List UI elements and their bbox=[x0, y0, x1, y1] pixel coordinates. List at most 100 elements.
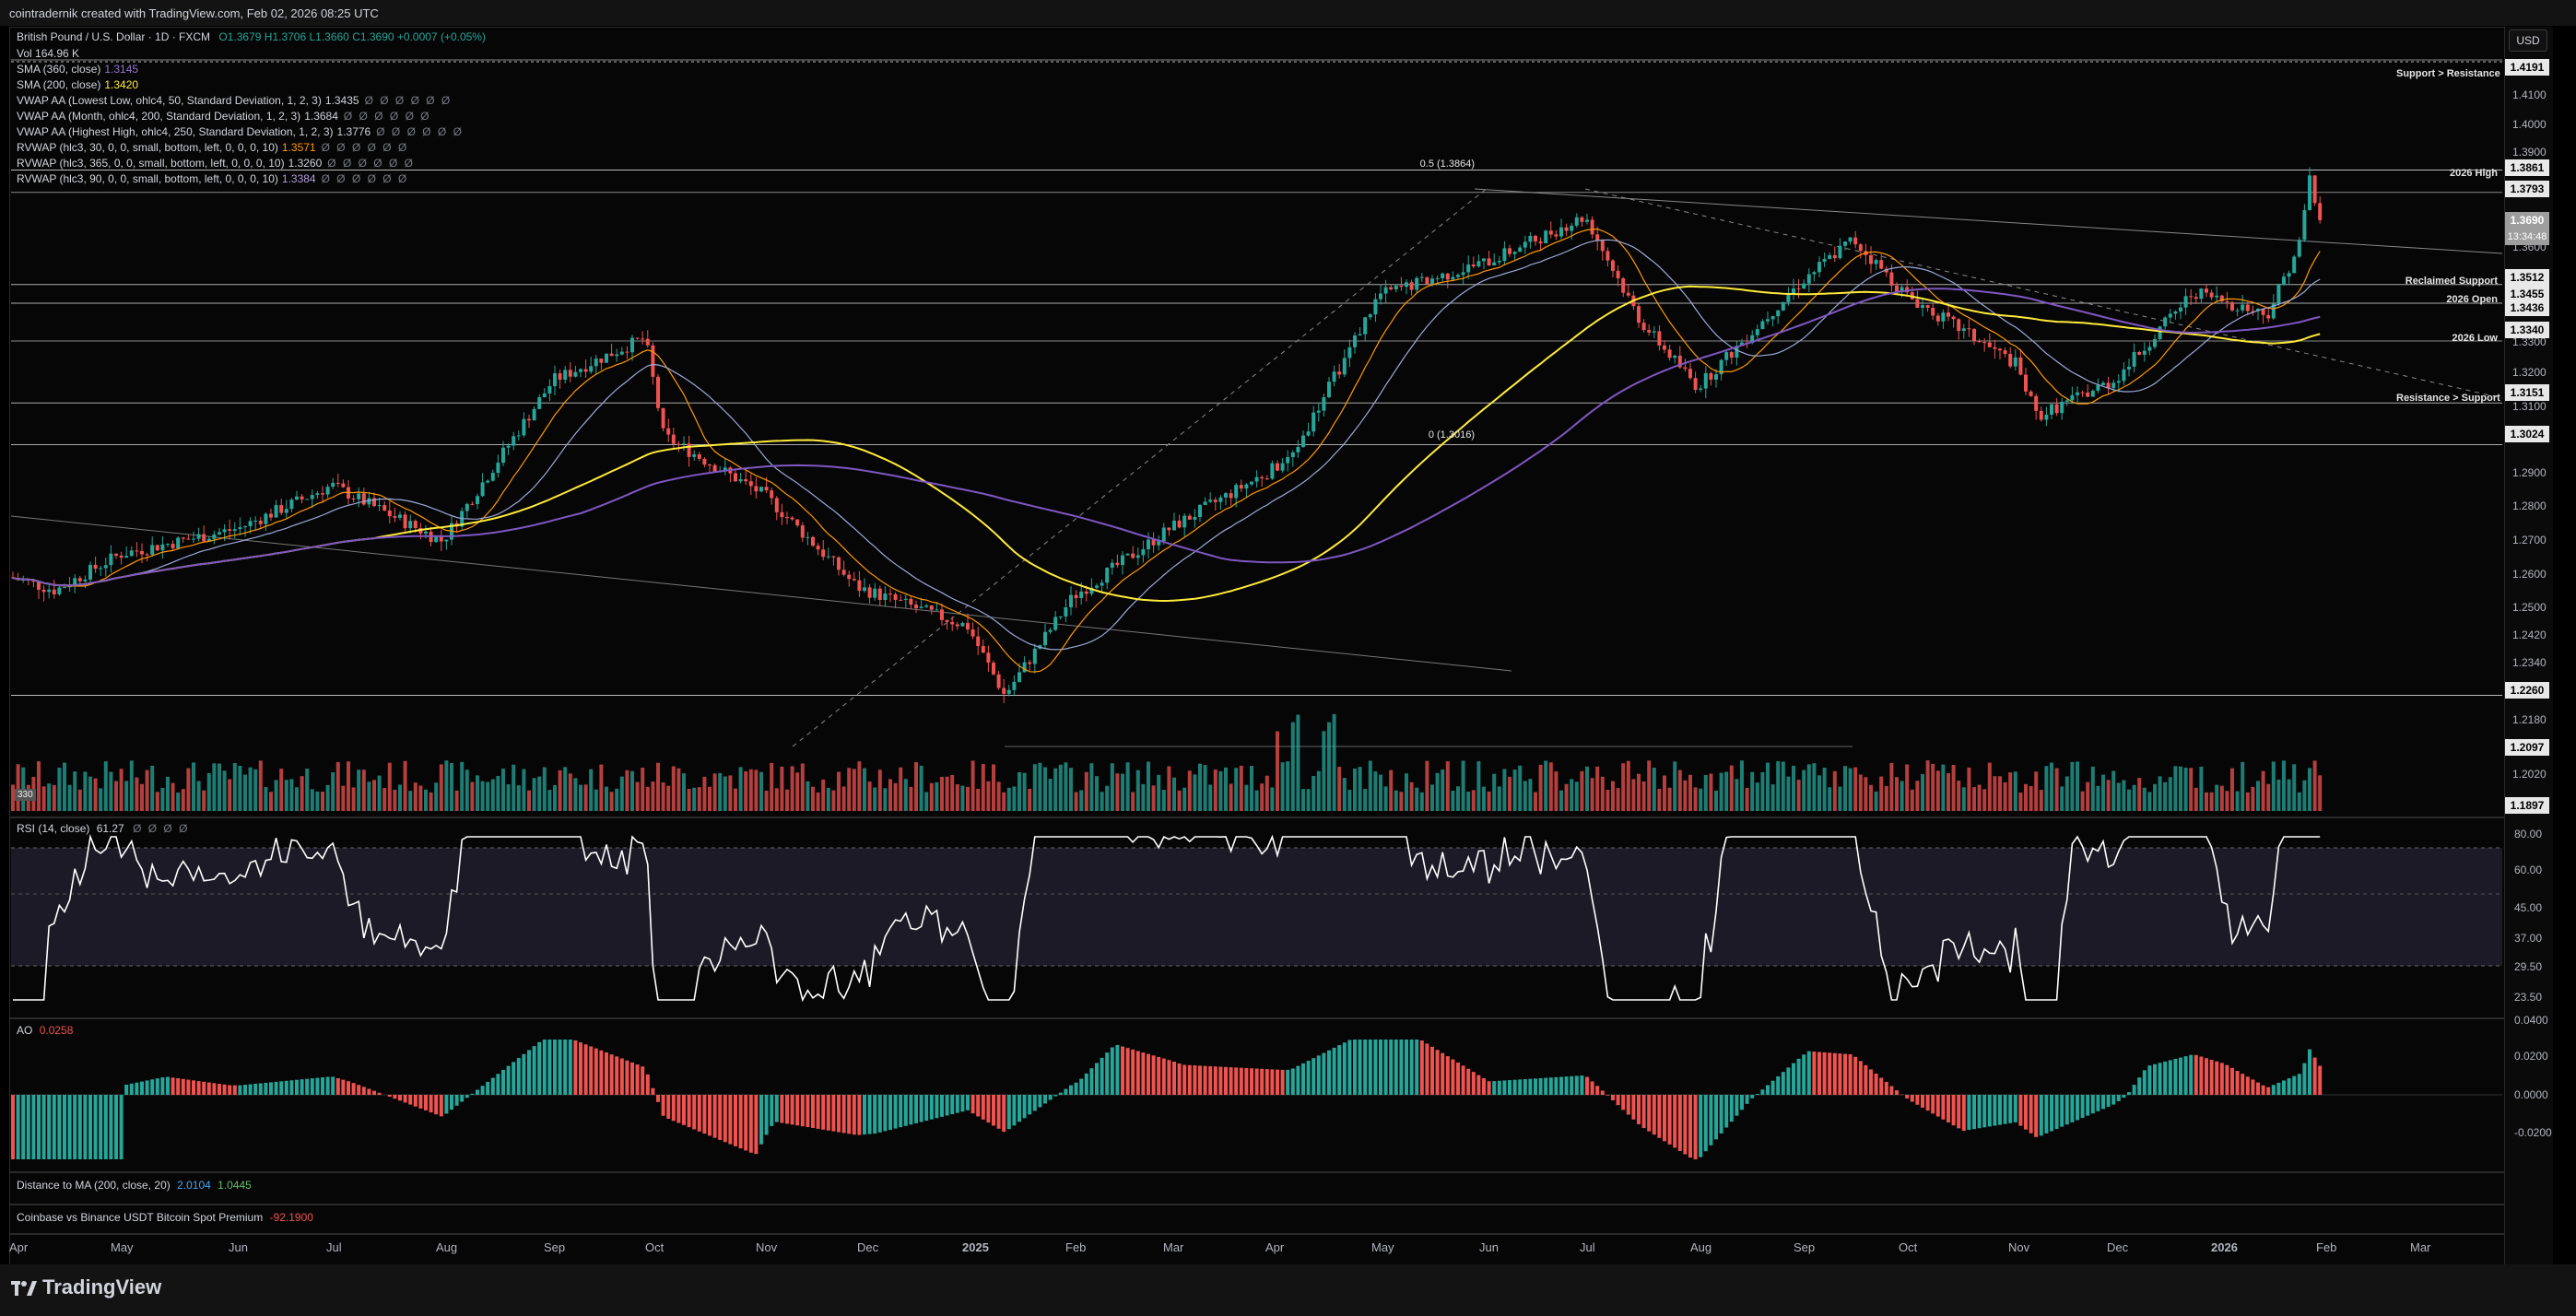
candle-body bbox=[269, 513, 273, 518]
volume-bar bbox=[1621, 763, 1626, 811]
volume-bar bbox=[1905, 764, 1910, 811]
volume-bar bbox=[2142, 787, 2147, 811]
candle-body bbox=[1874, 260, 1878, 264]
ao-bar bbox=[1508, 1080, 1511, 1095]
ao-bar bbox=[903, 1095, 908, 1126]
candle-body bbox=[2086, 392, 2090, 397]
ao-bar bbox=[171, 1077, 175, 1095]
volume-bar bbox=[748, 769, 753, 811]
candle-body bbox=[1502, 248, 1507, 262]
candle-body bbox=[1967, 328, 1971, 330]
pane-separator-time[interactable] bbox=[9, 1233, 2504, 1235]
indicator-row[interactable]: VWAP AA (Highest High, ohlc4, 250, Stand… bbox=[17, 125, 464, 138]
currency-button[interactable]: USD bbox=[2509, 29, 2547, 52]
ao-legend[interactable]: AO 0.0258 bbox=[17, 1024, 73, 1037]
candle-body bbox=[976, 636, 981, 647]
volume-bar bbox=[1947, 773, 1950, 811]
volume-bar bbox=[274, 780, 278, 811]
volume-bar bbox=[480, 781, 485, 811]
indicator-row[interactable]: SMA (200, close) 1.3420 bbox=[17, 78, 138, 91]
ao-bar bbox=[186, 1079, 191, 1095]
symbol-legend[interactable]: British Pound / U.S. Dollar · 1D · FXCM … bbox=[17, 30, 486, 43]
price-badge: 1.3151 bbox=[2505, 384, 2549, 401]
candle-body bbox=[960, 623, 965, 627]
ao-bar bbox=[1135, 1051, 1140, 1095]
pane-separator-premium[interactable] bbox=[9, 1204, 2504, 1205]
volume-bar bbox=[1703, 775, 1708, 811]
volume-bar bbox=[206, 772, 211, 811]
indicator-row[interactable]: VWAP AA (Lowest Low, ohlc4, 50, Standard… bbox=[17, 94, 452, 107]
indicator-row[interactable]: RVWAP (hlc3, 90, 0, 0, small, bottom, le… bbox=[17, 172, 408, 185]
candle-body bbox=[1843, 241, 1847, 246]
volume-bar bbox=[955, 784, 959, 811]
volume-bar bbox=[1492, 773, 1497, 811]
ao-bar bbox=[176, 1078, 181, 1095]
pane-separator-rsi[interactable] bbox=[9, 817, 2504, 818]
ao-bar bbox=[1647, 1095, 1652, 1132]
volume-bar bbox=[1028, 788, 1032, 811]
candle-body bbox=[1559, 227, 1563, 237]
candle-body bbox=[734, 473, 737, 482]
candle-body bbox=[1147, 539, 1150, 549]
volume-bar bbox=[1208, 784, 1213, 811]
ao-bar bbox=[1208, 1065, 1213, 1095]
ao-bar bbox=[1652, 1095, 1656, 1135]
distance-legend[interactable]: Distance to MA (200, close, 20) 2.0104 1… bbox=[17, 1179, 252, 1192]
volume-bar bbox=[1435, 772, 1440, 811]
candle-body bbox=[1193, 517, 1197, 520]
rsi-legend[interactable]: RSI (14, close) 61.27 Ø Ø Ø Ø bbox=[17, 822, 189, 835]
volume-bar bbox=[16, 764, 20, 811]
ao-bar bbox=[16, 1095, 20, 1159]
candle-body bbox=[202, 534, 206, 542]
ao-bar bbox=[1131, 1049, 1135, 1095]
candle-body bbox=[248, 521, 253, 527]
volume-bar bbox=[1961, 787, 1966, 811]
candle-body bbox=[496, 463, 500, 474]
ao-bar bbox=[1941, 1095, 1946, 1120]
ao-bar bbox=[790, 1095, 794, 1125]
candle-body bbox=[1110, 562, 1114, 568]
candle-body bbox=[748, 481, 753, 487]
candle-body bbox=[935, 609, 939, 611]
candle-body bbox=[2271, 303, 2276, 319]
premium-legend[interactable]: Coinbase vs Binance USDT Bitcoin Spot Pr… bbox=[17, 1211, 313, 1224]
volume-bar bbox=[351, 787, 356, 811]
volume-legend[interactable]: Vol 164.96 K bbox=[17, 47, 79, 60]
candle-body bbox=[2070, 394, 2075, 401]
pane-separator-ao[interactable] bbox=[9, 1017, 2504, 1019]
indicator-label: VWAP AA (Month, ohlc4, 200, Standard Dev… bbox=[17, 110, 301, 123]
ao-bar bbox=[893, 1095, 898, 1129]
volume-bar bbox=[723, 776, 727, 811]
ao-tick: 0.0400 bbox=[2514, 1014, 2548, 1027]
ao-bar bbox=[1115, 1044, 1120, 1095]
ao-bar bbox=[1487, 1081, 1491, 1095]
indicator-row[interactable]: SMA (360, close) 1.3145 bbox=[17, 63, 138, 76]
candle-body bbox=[192, 538, 195, 540]
volume-bar bbox=[1466, 792, 1471, 811]
volume-bar bbox=[1064, 762, 1068, 811]
ao-bar bbox=[253, 1084, 258, 1095]
pane-separator-distance[interactable] bbox=[9, 1171, 2504, 1173]
candle-body bbox=[2194, 297, 2198, 300]
indicator-row[interactable]: RVWAP (hlc3, 365, 0, 0, small, bottom, l… bbox=[17, 157, 415, 170]
volume-bar bbox=[568, 773, 572, 811]
volume-bar bbox=[1095, 776, 1099, 811]
volume-bar bbox=[1523, 781, 1527, 811]
indicator-row[interactable]: VWAP AA (Month, ohlc4, 200, Standard Dev… bbox=[17, 110, 431, 123]
volume-bar bbox=[295, 787, 299, 811]
candle-body bbox=[656, 376, 660, 408]
ao-bar bbox=[1745, 1095, 1749, 1104]
volume-bar bbox=[77, 789, 82, 811]
candle-body bbox=[1332, 371, 1336, 382]
volume-bar bbox=[1755, 782, 1759, 811]
ao-bar bbox=[605, 1052, 608, 1095]
ao-bar bbox=[1631, 1095, 1636, 1120]
chart-frame[interactable] bbox=[9, 27, 2506, 1266]
volume-bar bbox=[516, 785, 521, 811]
ao-bar bbox=[770, 1095, 774, 1126]
candle-body bbox=[903, 598, 908, 600]
candle-body bbox=[1998, 348, 2002, 351]
indicator-row[interactable]: RVWAP (hlc3, 30, 0, 0, small, bottom, le… bbox=[17, 141, 408, 154]
volume-bar bbox=[795, 772, 800, 811]
